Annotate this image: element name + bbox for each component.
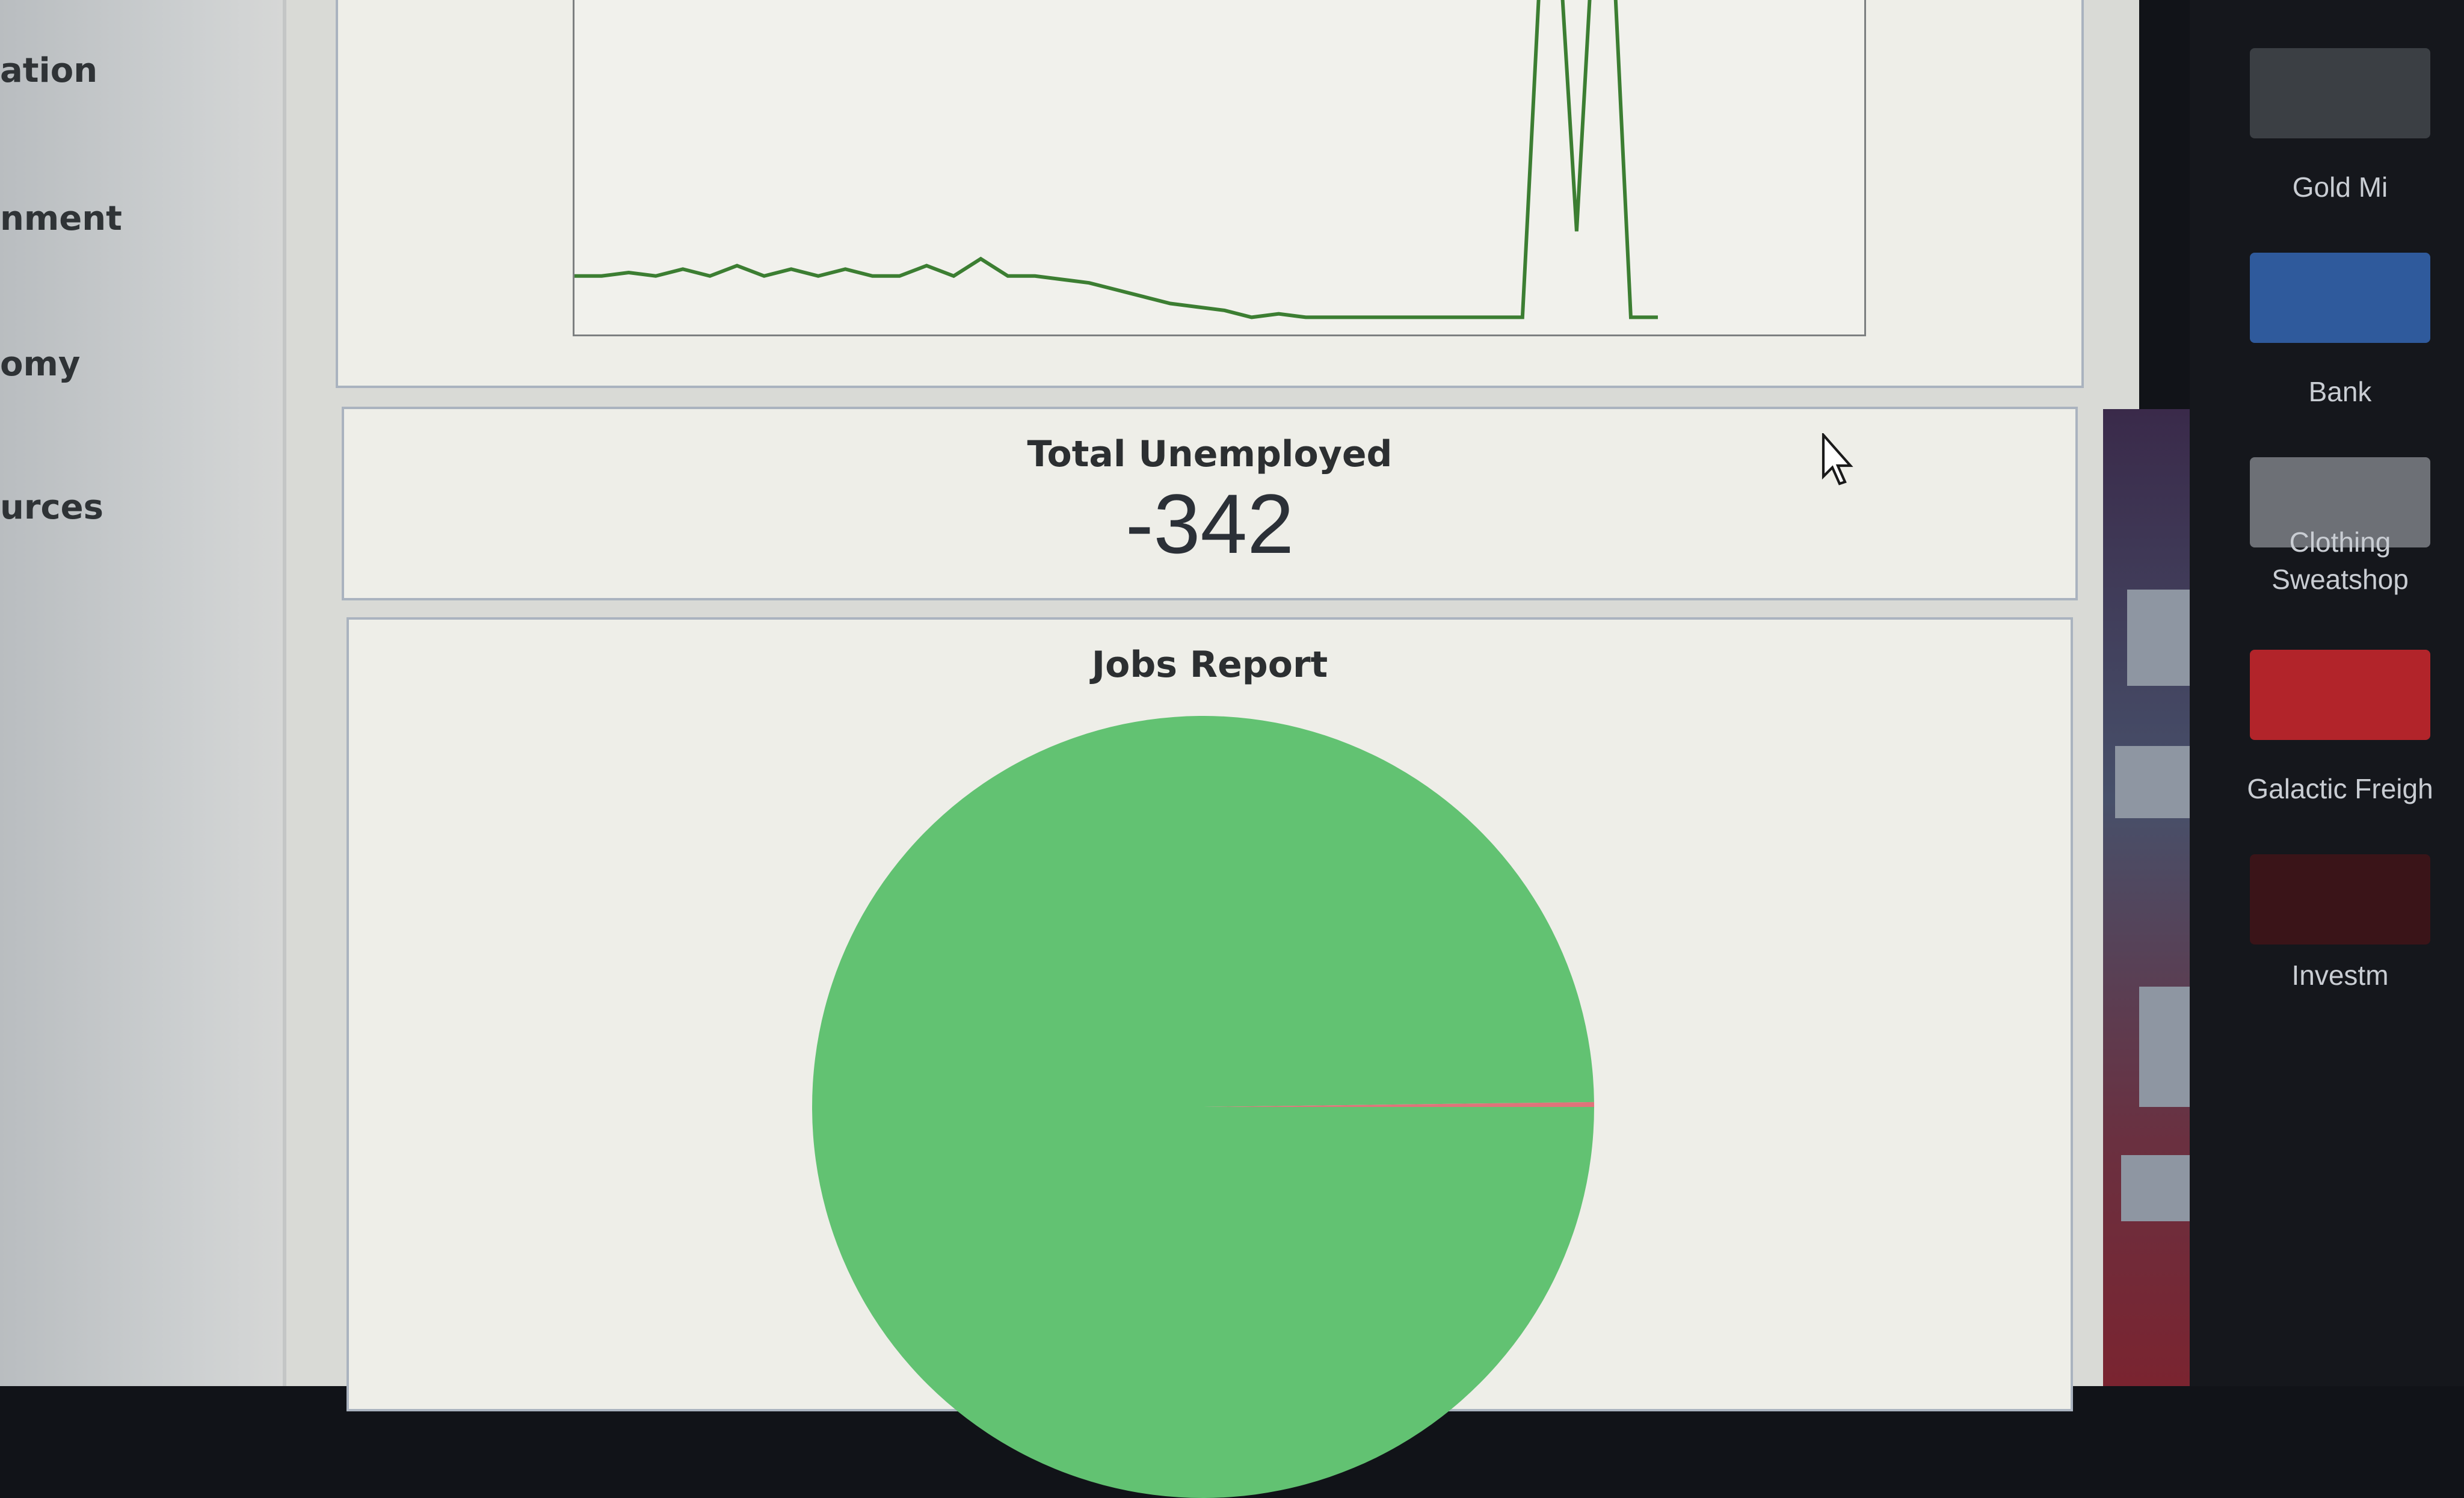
jobs-pie-chart <box>812 716 1594 1498</box>
building-investment[interactable]: Investm <box>2214 854 2464 1053</box>
sidebar-item-administration[interactable]: ation <box>0 37 277 103</box>
history-panel <box>336 0 2084 388</box>
bank-icon <box>2250 253 2430 343</box>
building-label: Investm <box>2291 960 2389 991</box>
building-label: Clothing Sweatshop <box>2272 526 2409 595</box>
building-label: Gold Mi <box>2292 171 2388 203</box>
history-series-line <box>574 0 1658 317</box>
clothing-sweatshop-icon <box>2250 457 2430 547</box>
building-gold-mine[interactable]: Gold Mi <box>2214 24 2464 205</box>
sidebar-item-government[interactable]: nment <box>0 185 277 251</box>
building-panel: Gold Mi Bank Clothing Sweatshop Galactic… <box>2190 0 2464 1386</box>
building-clothing-sweatshop[interactable]: Clothing Sweatshop <box>2214 433 2464 632</box>
sidebar-item-economy[interactable]: omy <box>0 331 277 397</box>
unemployed-title: Total Unemployed <box>1027 433 1393 475</box>
unemployed-value: -342 <box>1125 476 1295 571</box>
investment-icon <box>2250 854 2430 945</box>
pie-slice-0 <box>812 716 1594 1498</box>
jobs-report-panel: Jobs Report <box>346 617 2073 1498</box>
building-bank[interactable]: Bank <box>2214 229 2464 409</box>
history-line-chart <box>573 0 1866 336</box>
sidebar-nav: ation nment omy urces <box>0 0 286 1386</box>
sidebar-item-resources[interactable]: urces <box>0 474 277 540</box>
sidebar-item-label: urces <box>0 487 103 527</box>
gold-mine-icon <box>2250 48 2430 138</box>
history-chart-svg <box>574 0 1864 334</box>
galactic-freight-icon <box>2250 650 2430 740</box>
pie-slice-1 <box>1203 1102 1594 1107</box>
arrow-cursor-icon <box>1822 433 1853 485</box>
building-galactic-freight[interactable]: Galactic Freigh <box>2214 638 2464 836</box>
sidebar-item-label: omy <box>0 344 81 384</box>
sidebar-item-label: nment <box>0 199 122 238</box>
main-content: Total Unemployed -342 Jobs Report <box>286 0 2139 1498</box>
building-label: Bank <box>2308 376 2372 407</box>
jobs-report-title: Jobs Report <box>1091 644 1328 686</box>
sidebar-item-label: ation <box>0 51 98 90</box>
building-label: Galactic Freigh <box>2247 773 2433 804</box>
unemployed-panel: Total Unemployed -342 <box>342 407 2078 600</box>
